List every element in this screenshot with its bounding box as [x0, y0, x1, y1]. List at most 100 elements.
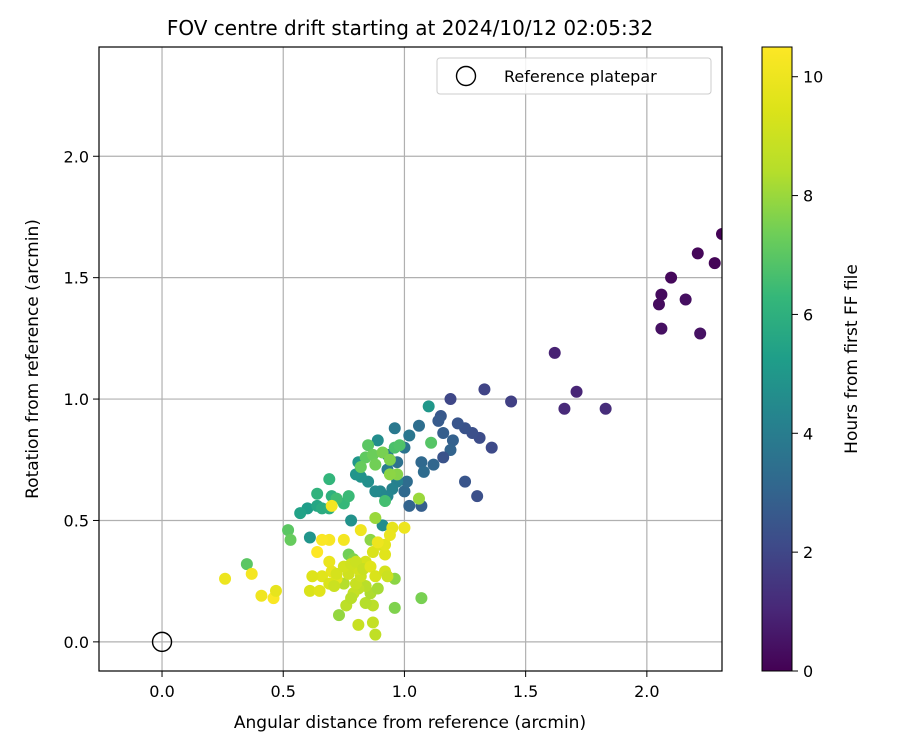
- data-point: [316, 533, 329, 546]
- data-point: [388, 601, 401, 614]
- data-point: [311, 546, 324, 559]
- data-point: [349, 555, 362, 568]
- colorbar-tick-label: 4: [803, 424, 813, 443]
- data-point: [558, 402, 571, 415]
- data-point: [371, 536, 384, 549]
- data-point: [337, 533, 350, 546]
- data-point: [284, 533, 297, 546]
- data-point: [323, 473, 336, 486]
- data-point: [412, 492, 425, 505]
- legend: Reference platepar: [436, 57, 712, 95]
- data-point: [245, 567, 258, 580]
- colorbar-tick-label: 2: [803, 543, 813, 562]
- y-tick-label: 0.0: [64, 633, 89, 652]
- data-point: [400, 475, 413, 488]
- data-point: [369, 628, 382, 641]
- x-tick-label: 2.0: [634, 682, 659, 701]
- legend-label: Reference platepar: [504, 67, 657, 86]
- data-point: [485, 441, 498, 454]
- data-point: [383, 529, 396, 542]
- data-point: [376, 519, 389, 532]
- colorbar-tick-label: 8: [803, 187, 813, 206]
- x-tick-label: 0.0: [149, 682, 174, 701]
- scatter-points: [151, 227, 722, 653]
- data-point: [311, 487, 324, 500]
- data-point: [369, 458, 382, 471]
- data-point: [415, 456, 428, 469]
- data-point: [303, 531, 316, 544]
- data-point: [403, 499, 416, 512]
- data-point: [679, 293, 692, 306]
- data-point: [379, 495, 392, 508]
- data-point: [694, 327, 707, 340]
- data-point: [652, 298, 665, 311]
- y-tick-label: 1.0: [64, 390, 89, 409]
- data-point: [359, 597, 372, 610]
- data-point: [371, 434, 384, 447]
- data-point: [369, 485, 382, 498]
- data-point: [316, 570, 329, 583]
- data-point: [403, 429, 416, 442]
- data-point: [342, 490, 355, 503]
- data-point: [325, 499, 338, 512]
- data-point: [415, 592, 428, 605]
- data-point: [478, 383, 491, 396]
- reference-platepar-marker: [151, 631, 173, 653]
- data-point: [269, 584, 282, 597]
- data-point: [381, 570, 394, 583]
- data-point: [294, 507, 307, 520]
- data-point: [417, 465, 430, 478]
- chart-title: FOV centre drift starting at 2024/10/12 …: [167, 16, 653, 40]
- x-axis-ticks: 0.0 0.5 1.0 1.5 2.0: [149, 671, 660, 701]
- colorbar-ticks: 0 2 4 6 8 10: [792, 68, 823, 681]
- colorbar-label: Hours from first FF file: [842, 264, 862, 454]
- data-point: [446, 434, 459, 447]
- data-point: [444, 444, 457, 457]
- data-point: [393, 439, 406, 452]
- data-point: [398, 521, 411, 534]
- data-point: [240, 558, 253, 571]
- y-tick-label: 2.0: [64, 147, 89, 166]
- data-point: [655, 322, 668, 335]
- data-point: [366, 616, 379, 629]
- data-point: [398, 485, 411, 498]
- data-point: [255, 589, 268, 602]
- data-point: [412, 419, 425, 432]
- data-point: [323, 555, 336, 568]
- data-point: [437, 451, 450, 464]
- data-point: [366, 546, 379, 559]
- data-point: [471, 490, 484, 503]
- data-point: [665, 271, 678, 284]
- data-point: [332, 609, 345, 622]
- y-axis-ticks: 0.0 0.5 1.0 1.5 2.0: [64, 147, 99, 652]
- data-point: [354, 461, 367, 474]
- colorbar-gradient: [761, 46, 793, 672]
- data-point: [432, 414, 445, 427]
- data-point: [437, 427, 450, 440]
- data-point: [444, 393, 457, 406]
- data-point: [352, 618, 365, 631]
- x-axis-label: Angular distance from reference (arcmin): [234, 713, 586, 733]
- data-point: [219, 572, 232, 585]
- data-point: [451, 417, 464, 430]
- legend-box: [436, 57, 712, 95]
- data-point: [376, 446, 389, 459]
- data-point: [459, 475, 472, 488]
- data-point: [303, 584, 316, 597]
- x-tick-label: 1.0: [392, 682, 417, 701]
- grid: [99, 47, 722, 671]
- data-point: [282, 524, 295, 537]
- data-point: [366, 448, 379, 461]
- data-point: [599, 402, 612, 415]
- y-tick-label: 0.5: [64, 511, 89, 530]
- data-point: [354, 524, 367, 537]
- data-point: [362, 439, 375, 452]
- plot-area-frame: [98, 46, 723, 672]
- data-point: [364, 560, 377, 573]
- data-point: [383, 468, 396, 481]
- x-tick-label: 1.5: [513, 682, 538, 701]
- data-point: [379, 548, 392, 561]
- data-point: [691, 247, 704, 260]
